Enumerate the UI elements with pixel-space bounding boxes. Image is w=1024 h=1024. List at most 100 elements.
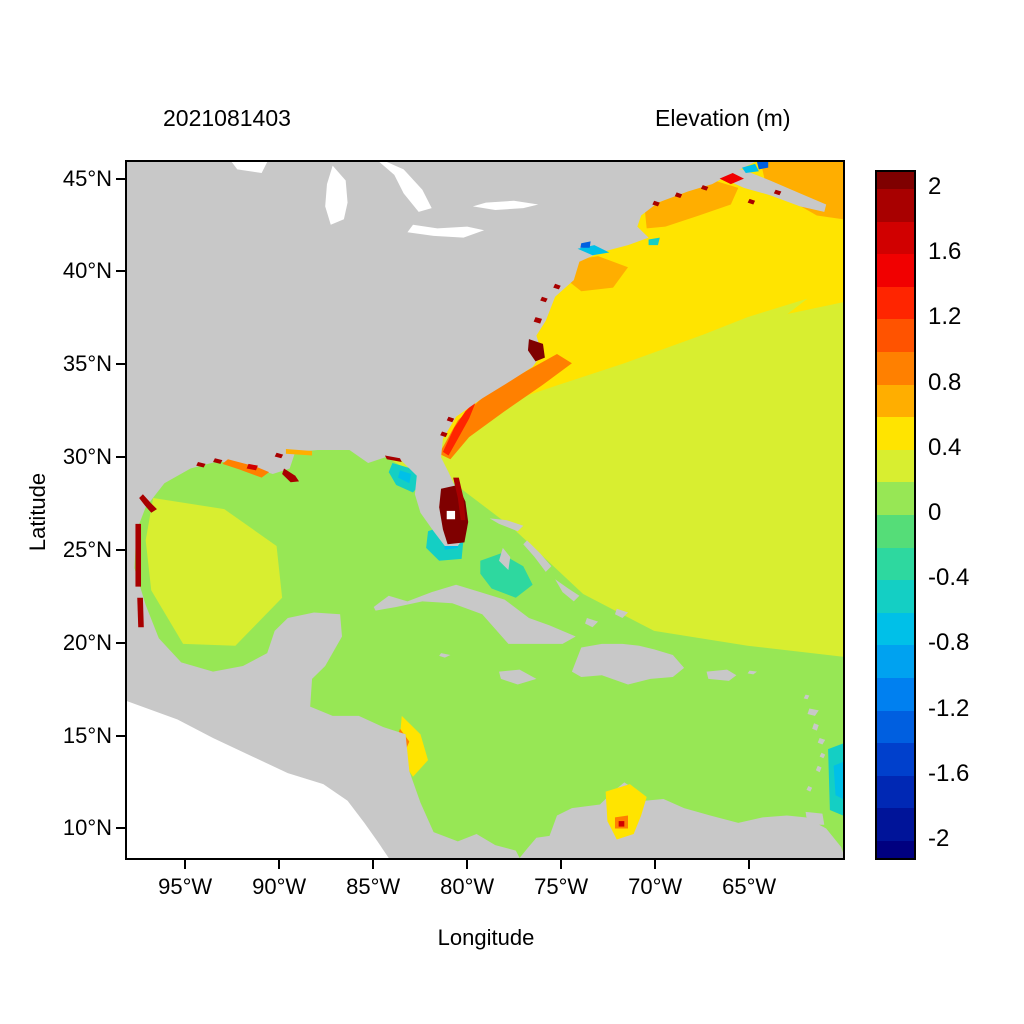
y-tick-label: 35°N [62, 351, 112, 377]
x-tick-label: 80°W [440, 874, 495, 899]
x-tick-label: 65°W [722, 874, 777, 899]
y-tick-mark [116, 177, 125, 180]
y-tick-label: 20°N [62, 629, 112, 655]
colorbar-band [877, 351, 914, 385]
region-ny-bight-orange [562, 256, 629, 292]
region-fundy-blue-speck [756, 162, 769, 170]
colorbar-title: Elevation (m) [655, 105, 791, 131]
colorbar-band [877, 172, 914, 189]
region-st-vincent-land [815, 765, 822, 773]
region-louisiana-red-speck [246, 463, 258, 471]
colorbar-band [877, 547, 914, 581]
colorbar-tick-label: -1.2 [928, 694, 970, 722]
x-tick-label: 90°W [252, 874, 307, 899]
region-lake-superior [231, 162, 268, 174]
region-lake-michigan [325, 165, 348, 225]
region-maine-red-speck-3 [700, 185, 709, 191]
colorbar-tick-label: 1.6 [928, 238, 962, 266]
y-tick-label: 10°N [62, 815, 112, 841]
region-trinidad-land [805, 811, 825, 825]
colorbar-band [877, 384, 914, 418]
region-bigbend-red-dash [384, 455, 402, 462]
colorbar-tick-label: 1.2 [928, 303, 962, 331]
colorbar-band [877, 710, 914, 744]
colorbar-tick-label: -0.4 [928, 564, 970, 592]
region-gulf-coast-red-speck-2 [213, 458, 223, 464]
region-cayman-land [439, 653, 451, 658]
region-grand-bahama-land [489, 518, 524, 532]
region-delaware-red-speck [553, 283, 561, 290]
colorbar-band [877, 417, 914, 450]
region-dominica-land [812, 723, 819, 731]
colorbar [875, 170, 916, 860]
x-tick-mark [184, 860, 187, 869]
region-grenada-land [806, 786, 813, 792]
colorbar-band [877, 482, 914, 515]
colorbar-tick-label: 2 [928, 173, 942, 200]
y-tick-label: 30°N [62, 444, 112, 470]
region-maine-red-speck-1 [652, 200, 660, 207]
x-tick-mark [560, 860, 563, 869]
region-maracaibo-red-speck [618, 821, 625, 827]
region-jamaica-land [499, 669, 537, 685]
colorbar-band [877, 808, 914, 841]
region-bahama-bank-turquoise [480, 553, 533, 598]
region-pamlico-darkred-patch [527, 339, 545, 362]
region-pacific-outside-domain [127, 701, 389, 858]
colorbar-band [877, 775, 914, 809]
colorbar-band [877, 580, 914, 613]
region-ms-al-coast-orange-dash [285, 449, 313, 456]
region-georgia-red-speck-2 [446, 416, 455, 423]
colorbar-band [877, 189, 914, 222]
colorbar-band [877, 514, 914, 548]
region-hispaniola-land [571, 643, 685, 685]
colorbar-band [877, 612, 914, 646]
region-mexico-coast-red-strip [135, 523, 142, 587]
y-tick-label: 45°N [62, 165, 112, 191]
region-virgin-islands-land [747, 670, 757, 675]
x-tick-mark [372, 860, 375, 869]
colorbar-band [877, 743, 914, 776]
region-lake-ontario [472, 200, 539, 211]
region-gulf-of-maine-orange [644, 180, 739, 229]
region-nantucket-cyan-speck [648, 237, 660, 246]
region-gulf-coast-red-speck-1 [196, 461, 206, 468]
colorbar-tick-label: -2 [928, 825, 950, 852]
region-maine-red-speck-2 [674, 192, 683, 198]
region-fundy-red-patch [719, 173, 744, 185]
region-nova-scotia-land [723, 169, 827, 212]
y-tick-label: 40°N [62, 258, 112, 284]
y-tick-mark [116, 456, 125, 459]
y-tick-mark [116, 270, 125, 273]
colorbar-band [877, 254, 914, 287]
map-plot-frame [125, 160, 845, 860]
region-se-coast-orange-band [439, 353, 572, 460]
region-gulf-center-yellowgreen [145, 497, 283, 646]
region-texas-coast-red-speck [139, 494, 157, 513]
region-fl-east-coast-red-strip [453, 477, 466, 521]
x-tick-mark [748, 860, 751, 869]
x-axis-title: Longitude [437, 925, 535, 950]
region-midbasin-yellowgreen-tongue [598, 298, 808, 391]
x-tick-mark [466, 860, 469, 869]
region-chesapeake-red-speck-2 [540, 296, 548, 303]
region-st-lucia-land [819, 752, 826, 759]
x-tick-label: 95°W [158, 874, 213, 899]
region-li-sound-blue-speck [580, 241, 591, 248]
colorbar-band [877, 840, 914, 858]
x-tick-label: 85°W [346, 874, 401, 899]
elevation-map [127, 162, 843, 858]
region-lake-okeechobee [446, 510, 456, 520]
region-martinique-land [817, 737, 826, 745]
colorbar-tick-label: 0 [928, 499, 942, 526]
y-tick-mark [116, 548, 125, 551]
region-long-island-bahamas-land [555, 579, 580, 602]
region-guadeloupe-land [807, 708, 819, 716]
colorbar-band [877, 286, 914, 320]
colorbar-band [877, 645, 914, 678]
x-tick-mark [654, 860, 657, 869]
region-nova-scotia-red-speck-1 [747, 198, 756, 205]
colorbar-tick-label: 0.4 [928, 433, 962, 461]
region-puerto-rico-land [706, 669, 737, 681]
